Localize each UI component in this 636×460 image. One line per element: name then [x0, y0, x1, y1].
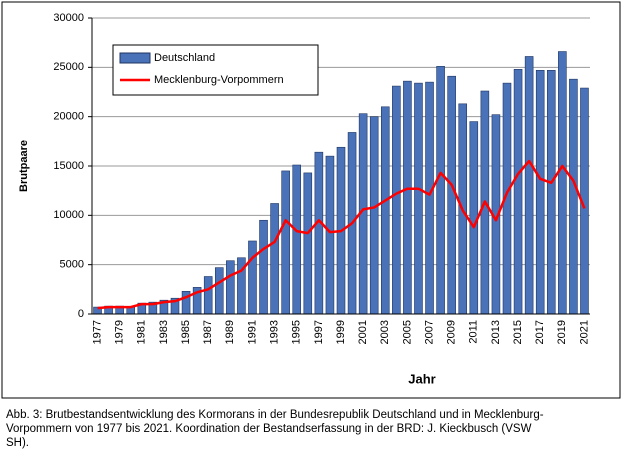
x-tick-label: 1979 — [114, 320, 126, 344]
x-tick-label: 1989 — [224, 320, 236, 344]
bar — [558, 51, 567, 315]
x-tick-label: 1983 — [158, 320, 170, 344]
y-axis-label: Brutpaare — [18, 140, 30, 192]
line — [97, 159, 586, 310]
bar — [535, 69, 545, 315]
bar — [369, 116, 379, 315]
x-tick-label: 2015 — [512, 320, 524, 344]
x-tick-label: 1977 — [91, 320, 103, 344]
y-tick-label: 15000 — [53, 160, 84, 172]
bar — [513, 69, 523, 315]
bar — [524, 56, 534, 315]
legend-label: Deutschland — [154, 52, 215, 64]
x-tick-label: 2021 — [578, 320, 590, 344]
x-tick-label: 1999 — [335, 320, 347, 344]
legend-swatch — [119, 52, 151, 64]
bar — [281, 170, 290, 315]
caption: Abb. 3: Brutbestandsentwicklung des Korm… — [6, 408, 544, 450]
bar — [292, 164, 302, 315]
x-tick-label: 1991 — [246, 320, 258, 344]
x-tick-label: 1985 — [180, 320, 192, 344]
x-tick-label: 1981 — [136, 320, 148, 344]
y-tick-label: 20000 — [53, 111, 84, 123]
chart: Brutpaare Jahr 0 5000 10000 15000 20000 25000… — [1, 1, 621, 399]
x-tick-label: 2011 — [468, 320, 480, 344]
y-tick-label: 25000 — [53, 61, 84, 73]
x-tick-label: 2007 — [423, 320, 435, 344]
bar — [259, 219, 268, 315]
bar — [325, 155, 335, 315]
bar — [546, 69, 556, 315]
x-tick-label: 1993 — [269, 320, 281, 344]
caption-line: SH). — [6, 437, 29, 449]
bar — [569, 78, 578, 315]
x-tick-label: 2001 — [357, 320, 369, 344]
caption-line: Vorpommern von 1977 bis 2021. Koordinati… — [6, 423, 532, 435]
bar — [270, 203, 279, 315]
bar — [403, 80, 412, 315]
x-tick-label: 2017 — [534, 320, 546, 344]
y-tick-label: 30000 — [53, 12, 84, 24]
x-tick-label: 1987 — [202, 320, 214, 344]
bar — [392, 85, 401, 315]
x-tick-label: 2005 — [401, 320, 413, 344]
y-tick-label: 0 — [78, 308, 84, 320]
bar — [425, 81, 434, 315]
bar — [314, 151, 324, 315]
x-tick-label: 2009 — [446, 320, 458, 344]
y-tick-label: 5000 — [60, 259, 84, 271]
bar — [214, 267, 224, 315]
bar — [203, 276, 213, 315]
bar — [447, 75, 456, 315]
x-tick-label: 2003 — [379, 320, 391, 344]
x-tick-label: 1995 — [291, 320, 303, 344]
bar — [436, 66, 445, 315]
bar — [380, 106, 390, 315]
legend-label: Mecklenburg-Vorpommern — [154, 74, 284, 86]
x-axis-label: Jahr — [408, 371, 435, 386]
caption-line: Abb. 3: Brutbestandsentwicklung des Korm… — [6, 409, 544, 421]
bar — [226, 260, 235, 315]
x-tick-label: 2019 — [556, 320, 568, 344]
bar — [248, 240, 257, 315]
bar — [414, 82, 423, 315]
x-tick-label: 1997 — [313, 320, 325, 344]
bar — [303, 172, 313, 315]
x-tick-label: 2013 — [490, 320, 502, 344]
y-tick-label: 10000 — [53, 209, 84, 221]
